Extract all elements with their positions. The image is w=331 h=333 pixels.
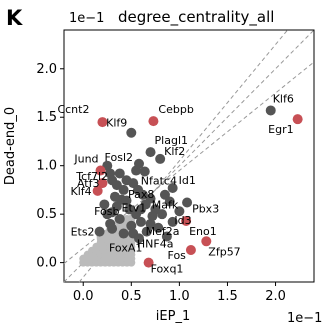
point-labels: Klf6 Klf9 Plagl1 Fosl2 Klf2 Nfatc4 Tcf7l2 Pax8 I… <box>57 92 293 275</box>
unlabeled-point-30 <box>114 168 125 179</box>
unlabeled-point-20 <box>118 228 129 239</box>
point-ets2 <box>94 226 105 237</box>
unlabeled-point-24 <box>124 204 135 215</box>
point-pbx3 <box>182 197 193 208</box>
point-nfatc4 <box>139 166 150 177</box>
x-tick-label-2: 1.0 <box>169 289 190 304</box>
point-foxq1 <box>143 257 154 268</box>
point-tcf7l2 <box>107 175 118 186</box>
label-klf6: Klf6 <box>273 92 294 105</box>
y-axis-label: Dead-end_0 <box>3 107 18 185</box>
label-etv1: Etv1 <box>122 202 147 215</box>
plot-area <box>63 29 315 283</box>
unlabeled-point-23 <box>147 211 158 222</box>
point-id3 <box>174 206 185 217</box>
point-ccnt2 <box>97 117 108 128</box>
label-mafk: Mafk <box>152 199 179 212</box>
x-axis-label: iEP_1 <box>156 309 190 324</box>
label-tcf7l2: Tcf7l2 <box>75 170 108 183</box>
point-foxa1 <box>134 233 144 244</box>
point-id1 <box>167 182 178 193</box>
x-tick-label-3: 1.5 <box>217 289 238 304</box>
x-tick-label-4: 2.0 <box>265 289 286 304</box>
unlabeled-point-22 <box>135 204 146 215</box>
point-klf2 <box>155 153 166 164</box>
label-ccnt2: Ccnt2 <box>57 103 89 116</box>
label-fos: Fos <box>168 249 187 262</box>
label-plagl1: Plagl1 <box>155 134 188 147</box>
y-tick-label-4: 2.0 <box>36 62 57 77</box>
label-pax8: Pax8 <box>128 188 154 201</box>
unlabeled-point-13 <box>135 216 146 227</box>
unlabeled-point-14 <box>145 218 156 229</box>
point-pax8 <box>133 184 144 195</box>
label-mef2a: Mef2a <box>146 225 180 238</box>
x-tick-label-1: 0.5 <box>121 289 142 304</box>
label-fosl2: Fosl2 <box>105 151 133 164</box>
axis-ticks: 0.0 0.5 1.0 1.5 2.0 0.0 0.5 1.0 1.5 2.0 <box>36 62 286 304</box>
label-klf4: Klf4 <box>71 185 92 198</box>
label-fosb: Fosb <box>94 205 119 218</box>
label-jund: Jund <box>73 153 98 166</box>
label-egr1: Egr1 <box>268 123 293 136</box>
unlabeled-point-21 <box>141 226 152 237</box>
point-etv1 <box>121 195 132 206</box>
x-tick-label-0: 0.0 <box>73 289 94 304</box>
x-axis-multiplier: 1e−1 <box>287 311 322 326</box>
point-hnf4a <box>161 231 172 242</box>
label-foxq1: Foxq1 <box>151 263 184 276</box>
label-foxa1: FoxA1 <box>109 241 142 254</box>
point-egr1 <box>292 114 303 125</box>
label-id3: Id3 <box>174 214 191 227</box>
y-tick-label-2: 1.0 <box>36 159 57 174</box>
point-klf6 <box>265 105 276 116</box>
point-eno1 <box>181 215 192 226</box>
point-cebpb <box>148 116 159 127</box>
unlabeled-point-26 <box>109 191 120 202</box>
point-klf9 <box>126 127 137 138</box>
unlabeled-point-5 <box>118 184 129 195</box>
y-tick-label-3: 1.5 <box>36 110 57 125</box>
point-atf3 <box>97 178 108 189</box>
label-pbx3: Pbx3 <box>192 203 219 216</box>
chart-title: degree_centrality_all <box>118 8 274 27</box>
unlabeled-point-18 <box>114 214 125 224</box>
point-plagl1 <box>145 147 156 158</box>
label-eno1: Eno1 <box>189 225 217 238</box>
label-ets2: Ets2 <box>71 226 95 239</box>
unlabeled-point-27 <box>99 199 110 210</box>
y-axis-multiplier: 1e−1 <box>69 11 104 26</box>
y-tick-label-1: 0.5 <box>36 207 57 222</box>
point-fos <box>185 245 196 256</box>
point-fosl2 <box>134 158 144 169</box>
label-id1: Id1 <box>179 174 196 187</box>
y-tick-label-0: 0.0 <box>36 256 57 271</box>
reference-line-2 <box>63 61 315 264</box>
label-hnf4a: HNF4a <box>137 237 174 250</box>
point-jund <box>95 165 106 176</box>
label-klf2: Klf2 <box>164 145 185 158</box>
unlabeled-point-11 <box>157 209 168 220</box>
label-nfatc4: Nfatc4 <box>141 175 177 188</box>
label-klf9: Klf9 <box>106 117 127 130</box>
unlabeled-point-32 <box>107 223 118 234</box>
point-mafk <box>164 196 175 207</box>
plot-frame <box>63 29 315 283</box>
unlabeled-point-16 <box>126 220 137 231</box>
label-zfp57: Zfp57 <box>208 245 240 258</box>
point-klf4 <box>92 185 103 196</box>
point-fosb <box>107 207 118 218</box>
label-atf3: Atf3 <box>77 177 100 190</box>
panel-letter: K <box>6 6 23 30</box>
reference-line-3 <box>78 29 288 283</box>
point-zfp57 <box>201 236 212 247</box>
data-points <box>92 105 303 268</box>
point-mef2a <box>167 216 178 227</box>
label-cebpb: Cebpb <box>158 103 193 116</box>
unlabeled-point-15 <box>153 222 164 233</box>
